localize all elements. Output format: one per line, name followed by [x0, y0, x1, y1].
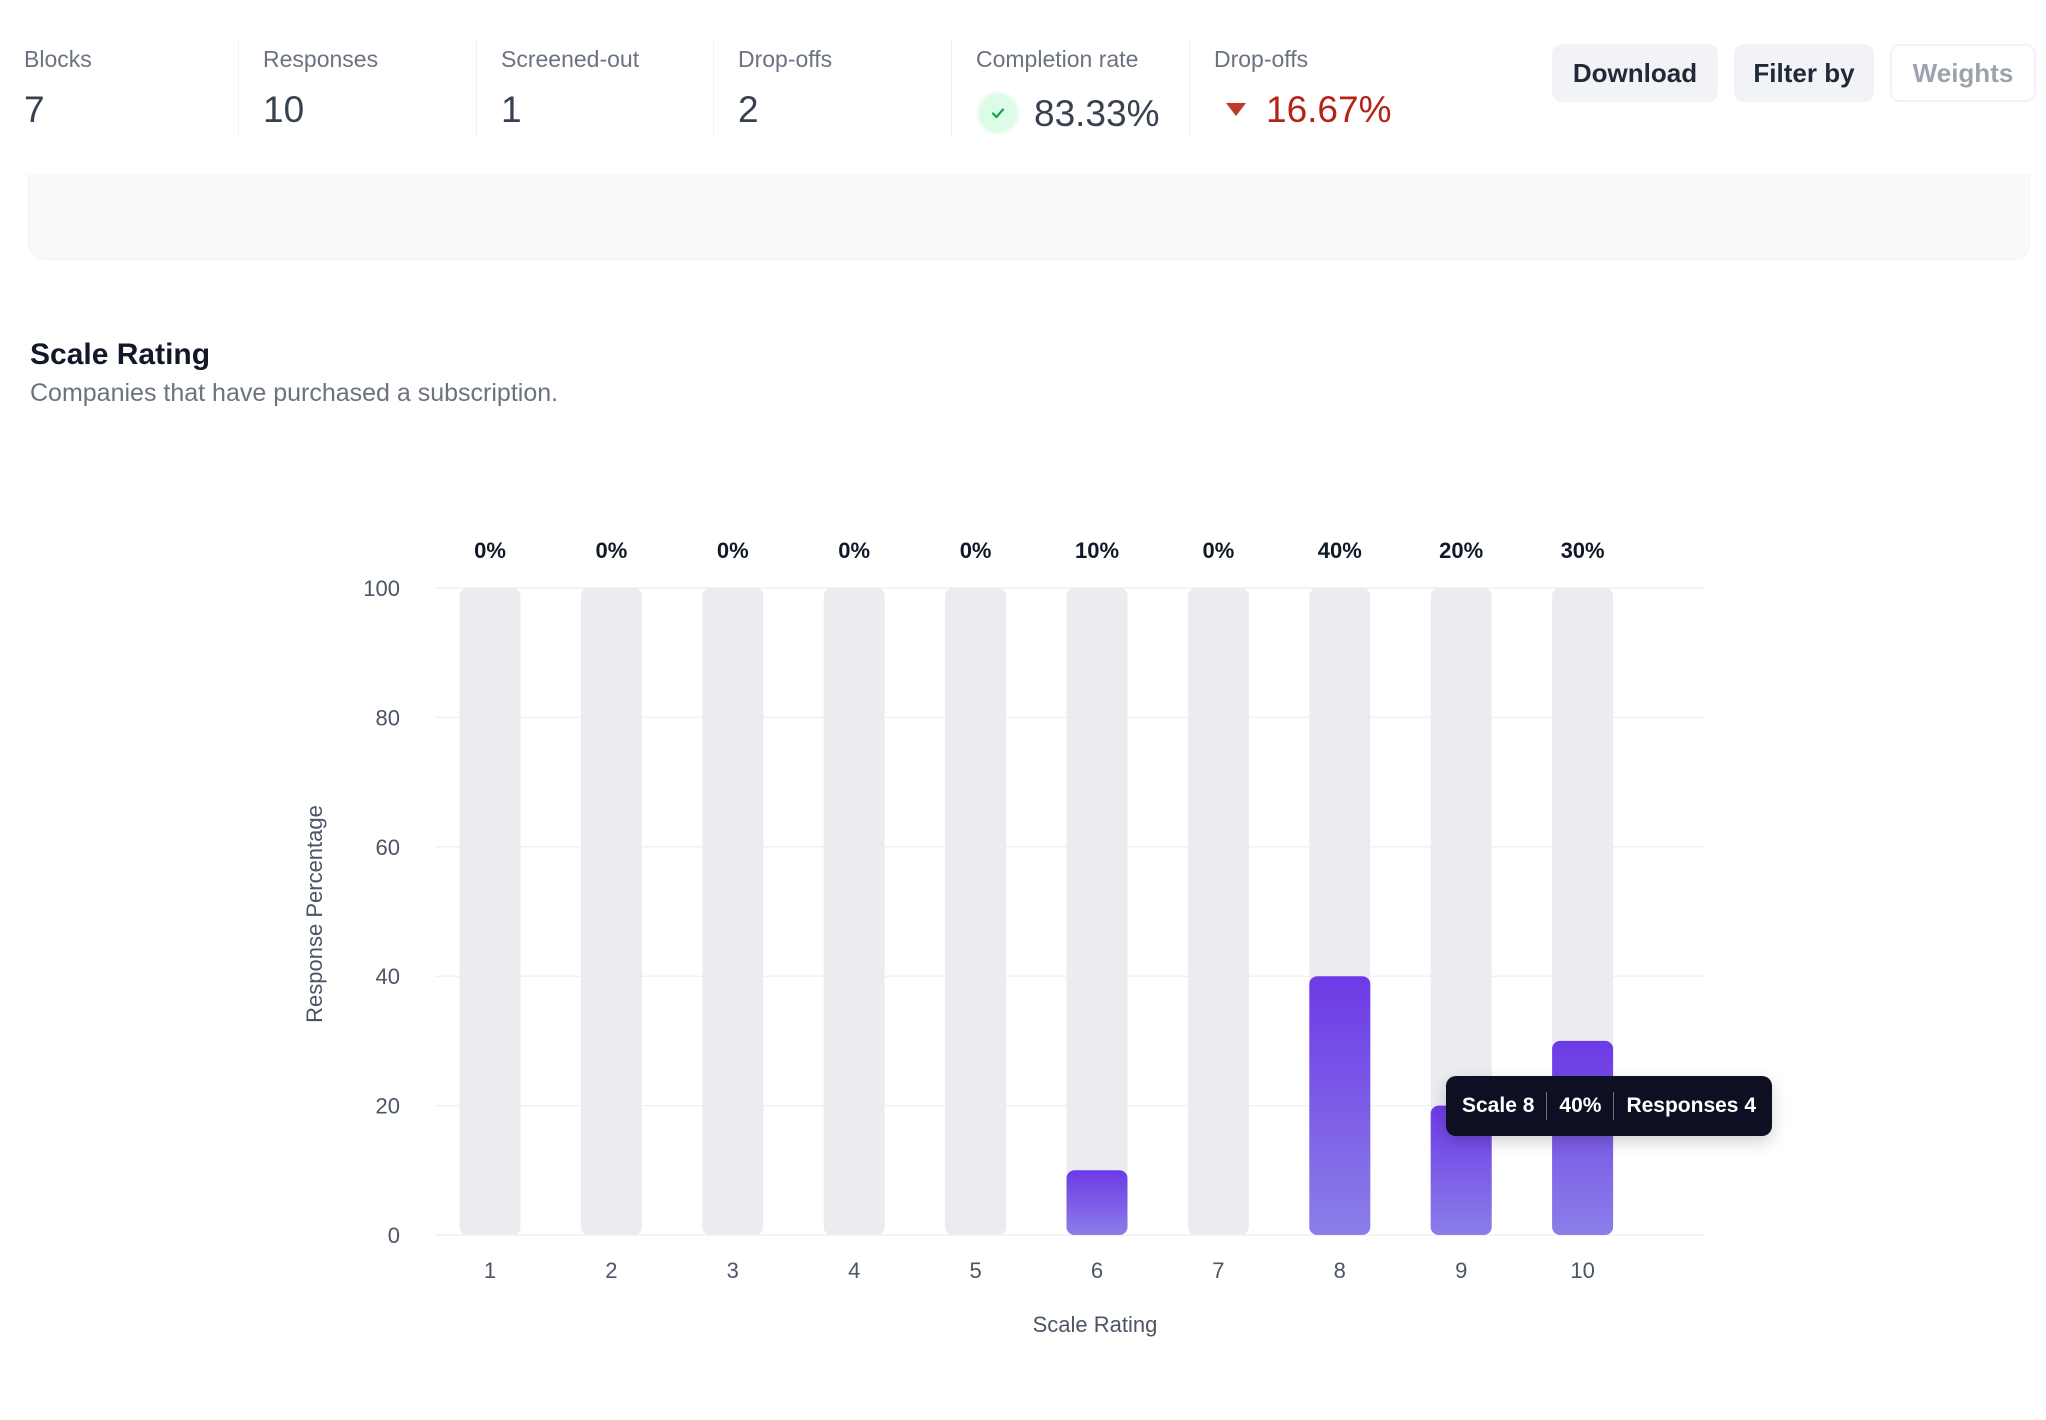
bar-track [702, 588, 764, 1235]
bar-data-label: 0% [717, 538, 749, 563]
filter-by-button[interactable]: Filter by [1734, 44, 1874, 102]
summary-panel [28, 174, 2030, 260]
stat-label: Completion rate [976, 46, 1139, 72]
y-tick-label: 0 [388, 1223, 400, 1248]
chart-labels: 0204060801000%10%20%30%40%510%60%740%820… [302, 538, 1605, 1337]
stat-value-text: 83.33% [1034, 92, 1160, 134]
stat-value-text: 7 [24, 89, 45, 130]
stat-value: 2 [738, 91, 832, 128]
stat-label: Responses [263, 46, 379, 72]
bars [459, 588, 1614, 1235]
download-button[interactable]: Download [1552, 44, 1718, 102]
y-tick-label: 80 [376, 705, 400, 730]
bar-data-label: 30% [1561, 538, 1605, 563]
x-tick-label: 1 [484, 1258, 496, 1283]
tooltip-responses: Responses 4 [1626, 1094, 1756, 1117]
y-tick-label: 40 [376, 964, 400, 989]
bar-data-label: 20% [1439, 538, 1483, 563]
bar-data-label: 0% [1203, 538, 1235, 563]
tooltip-divider [1546, 1092, 1548, 1120]
stat-value: 1 [501, 91, 639, 128]
scale-rating-chart: 0204060801000%10%20%30%40%510%60%740%820… [302, 538, 1705, 1337]
bar [1552, 1040, 1614, 1235]
x-tick-label: 10 [1570, 1258, 1594, 1283]
x-tick-label: 5 [969, 1258, 981, 1283]
check-circle-icon [976, 91, 1020, 135]
bar-track [459, 588, 521, 1235]
bar-track [580, 588, 642, 1235]
bar [1066, 1170, 1128, 1235]
x-tick-label: 3 [727, 1258, 739, 1283]
bar-data-label: 40% [1318, 538, 1362, 563]
bar-data-label: 0% [474, 538, 506, 563]
stat-value-text: 2 [738, 89, 759, 130]
stat-screened-out: Screened-out 1 [476, 40, 714, 135]
section-subtitle: Companies that have purchased a subscrip… [30, 379, 559, 407]
bar-track [945, 588, 1007, 1235]
y-tick-label: 100 [363, 576, 400, 601]
bar-data-label: 10% [1075, 538, 1119, 563]
x-tick-label: 6 [1091, 1258, 1103, 1283]
stat-value: 83.33% [976, 91, 1160, 135]
x-tick-label: 2 [605, 1258, 617, 1283]
y-tick-label: 20 [376, 1094, 400, 1119]
tooltip-divider [1613, 1092, 1615, 1120]
x-tick-label: 9 [1455, 1258, 1467, 1283]
bar-tooltip: Scale 8 40% Responses 4 [1446, 1076, 1772, 1136]
tooltip-scale: Scale 8 [1462, 1094, 1535, 1117]
x-tick-label: 7 [1212, 1258, 1224, 1283]
stats-bar: Blocks 7 Responses 10 Screened-out 1 Dro… [0, 0, 2046, 160]
triangle-down-icon [1226, 103, 1246, 116]
stat-responses: Responses 10 [238, 40, 476, 135]
stat-value-text: 10 [263, 89, 305, 130]
stat-value-text: 16.67% [1266, 89, 1392, 130]
bar-track [823, 588, 885, 1235]
bar-track [1430, 588, 1492, 1235]
bar [1430, 1105, 1492, 1235]
stat-value: 10 [263, 91, 378, 128]
stat-drop-off-rate: Drop-offs 16.67% [1189, 40, 1489, 135]
bar-data-label: 0% [596, 538, 628, 563]
stat-value: 7 [24, 91, 92, 128]
bar-data-label: 0% [960, 538, 992, 563]
bar-track [1187, 588, 1249, 1235]
stat-label: Drop-offs [738, 46, 833, 72]
x-tick-label: 8 [1334, 1258, 1346, 1283]
stat-label: Blocks [24, 46, 92, 72]
bar [1309, 976, 1371, 1235]
stat-label: Drop-offs [1214, 46, 1309, 72]
weights-button[interactable]: Weights [1890, 44, 2036, 102]
stat-drop-offs: Drop-offs 2 [713, 40, 951, 135]
y-axis-title: Response Percentage [302, 805, 327, 1023]
stat-label: Screened-out [501, 46, 640, 72]
section-title: Scale Rating [30, 338, 211, 371]
x-tick-label: 4 [848, 1258, 860, 1283]
bar-data-label: 0% [838, 538, 870, 563]
x-axis-title: Scale Rating [1033, 1312, 1158, 1337]
stat-value: 16.67% [1214, 91, 1392, 128]
stat-blocks: Blocks 7 [0, 40, 234, 135]
y-tick-label: 60 [376, 835, 400, 860]
tooltip-percent: 40% [1559, 1094, 1602, 1117]
stat-value-text: 1 [501, 89, 522, 130]
bar-track [1066, 588, 1128, 1235]
stat-completion-rate: Completion rate 83.33% [951, 40, 1189, 135]
